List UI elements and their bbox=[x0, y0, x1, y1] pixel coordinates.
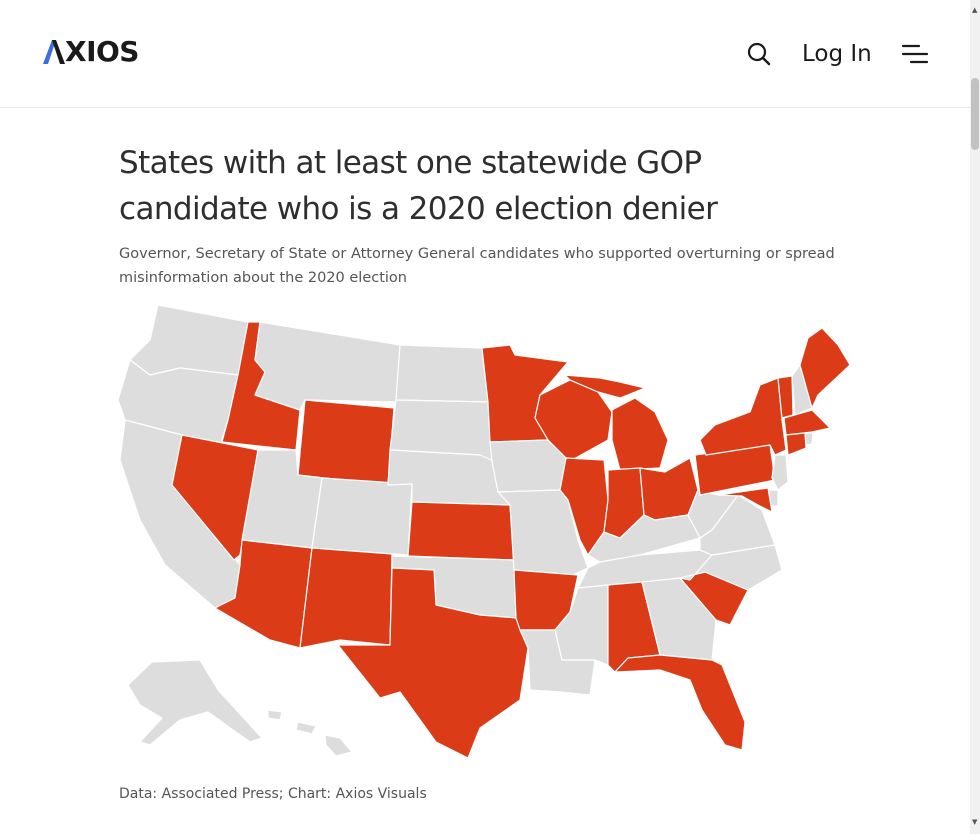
logo-text: XIOS bbox=[65, 35, 139, 68]
scroll-down-arrow-icon[interactable]: ▼ bbox=[972, 818, 978, 826]
chart-source-note: Data: Associated Press; Chart: Axios Vis… bbox=[119, 786, 427, 802]
state-MS bbox=[554, 584, 609, 666]
state-WA bbox=[129, 304, 249, 376]
chart-subtitle: Governor, Secretary of State or Attorney… bbox=[119, 246, 835, 286]
login-button[interactable]: Log In bbox=[802, 41, 872, 67]
state-ND bbox=[395, 344, 489, 403]
state-NV bbox=[171, 434, 259, 561]
state-NY bbox=[699, 377, 787, 456]
scroll-up-arrow-icon[interactable]: ▲ bbox=[972, 6, 978, 14]
logo-a-mark-icon bbox=[43, 40, 65, 64]
state-NJ bbox=[771, 454, 789, 491]
state-MI bbox=[611, 397, 669, 471]
state-KS bbox=[407, 501, 515, 561]
search-icon bbox=[747, 42, 771, 66]
menu-button[interactable] bbox=[900, 40, 930, 68]
state-NM bbox=[299, 547, 393, 649]
state-CO bbox=[311, 477, 413, 556]
state-MI-upper bbox=[564, 374, 646, 399]
us-map bbox=[117, 304, 851, 759]
state-AK bbox=[127, 659, 263, 746]
scrollbar-track[interactable] bbox=[970, 0, 980, 834]
state-FL bbox=[614, 654, 746, 751]
state-MA bbox=[783, 409, 831, 436]
state-HI bbox=[267, 709, 353, 757]
site-header: XIOS Log In bbox=[0, 0, 970, 108]
chart-title: States with at least one statewide GOP c… bbox=[119, 145, 718, 227]
state-RI bbox=[804, 432, 814, 446]
search-button[interactable] bbox=[745, 40, 773, 68]
state-MT bbox=[254, 321, 401, 411]
scrollbar-thumb[interactable] bbox=[971, 78, 979, 150]
state-WY bbox=[297, 399, 395, 486]
state-ME bbox=[799, 327, 851, 409]
state-IA bbox=[489, 439, 567, 493]
state-MD bbox=[717, 487, 773, 513]
menu-icon bbox=[901, 44, 929, 64]
state-TX bbox=[337, 567, 529, 759]
state-CT bbox=[785, 432, 807, 456]
